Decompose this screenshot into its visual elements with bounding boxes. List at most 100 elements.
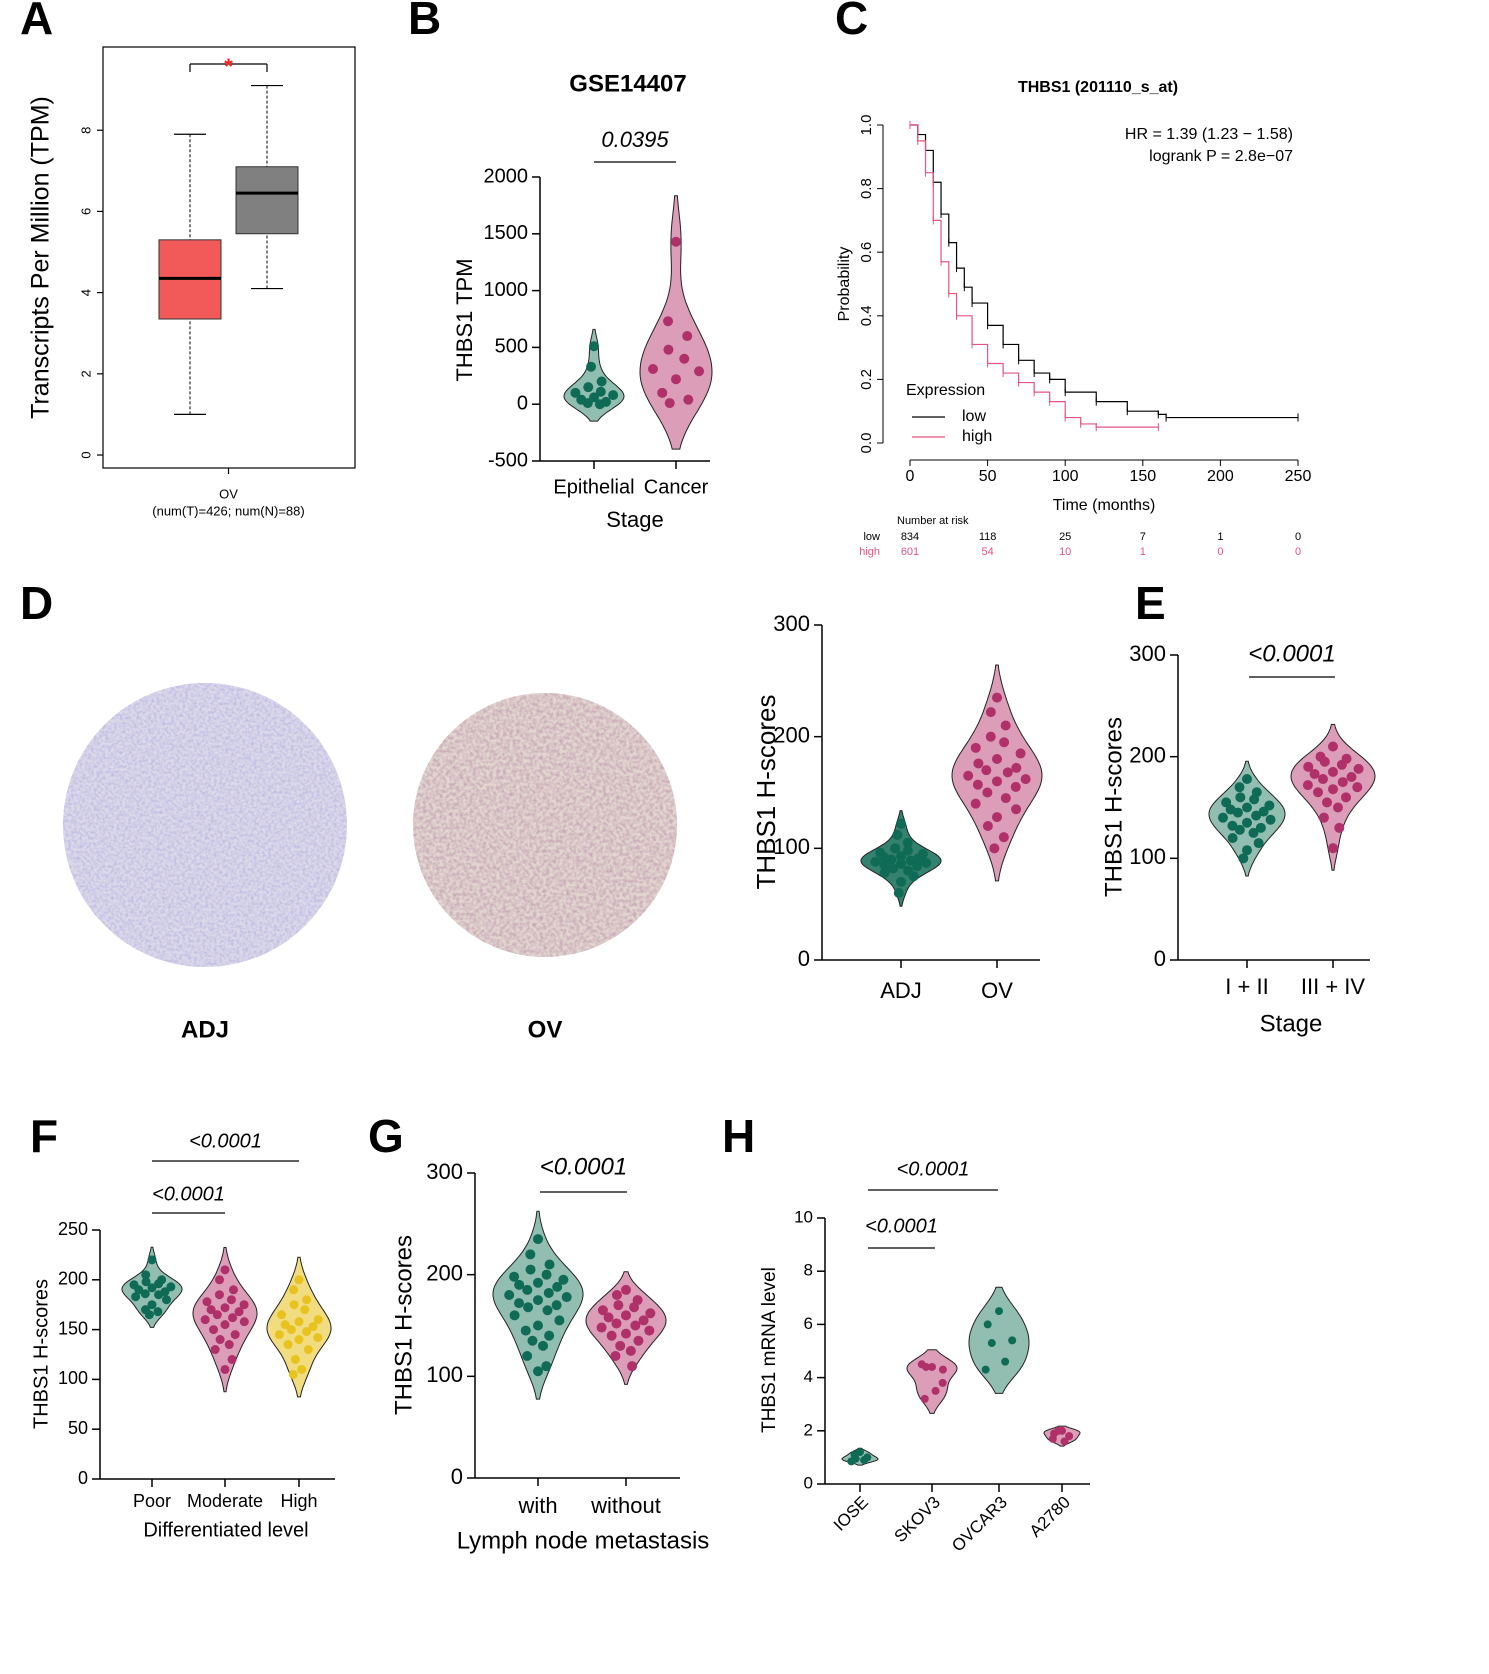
legend-label: low xyxy=(962,408,986,425)
data-point xyxy=(1353,763,1364,774)
y-tick-label: 0 xyxy=(451,1464,463,1489)
data-point xyxy=(611,1318,622,1329)
data-point xyxy=(893,888,904,898)
panel-letter: F xyxy=(30,1110,58,1162)
data-point xyxy=(981,1365,990,1374)
data-point xyxy=(1000,793,1011,804)
data-point xyxy=(313,1333,323,1343)
data-point xyxy=(992,692,1002,703)
data-point xyxy=(1235,792,1246,803)
tissue-texture-ov xyxy=(413,693,677,957)
x-tick-label: 150 xyxy=(1129,468,1156,485)
data-point xyxy=(1303,761,1314,772)
x-tick-label: 250 xyxy=(1285,468,1312,485)
risk-count: 7 xyxy=(1140,531,1146,543)
data-point xyxy=(544,1259,555,1270)
data-point xyxy=(1227,833,1238,843)
data-point xyxy=(522,1351,533,1361)
data-point xyxy=(603,1312,614,1323)
data-point xyxy=(1054,1426,1063,1435)
data-point xyxy=(972,779,983,790)
data-point xyxy=(902,845,913,856)
y-tick-label: 500 xyxy=(495,336,528,358)
significance-label: * xyxy=(224,54,233,79)
data-point xyxy=(671,374,681,385)
data-point xyxy=(1258,806,1269,817)
data-point xyxy=(1340,792,1351,803)
data-point xyxy=(286,1325,296,1335)
data-point xyxy=(274,1330,284,1340)
y-tick-label: 0.6 xyxy=(858,242,875,263)
y-axis-label: THBS1 H-scores xyxy=(30,1279,52,1429)
x-tick-label: OVCAR3 xyxy=(948,1493,1011,1556)
data-point xyxy=(1319,756,1330,767)
x-tick-label: I + II xyxy=(1225,974,1268,999)
data-point xyxy=(289,1300,299,1310)
risk-count: 54 xyxy=(981,546,993,558)
data-point xyxy=(594,399,605,410)
data-point xyxy=(1328,766,1338,777)
data-point xyxy=(147,1300,157,1310)
data-point xyxy=(985,731,996,742)
data-point xyxy=(509,1310,520,1321)
data-point xyxy=(606,1330,617,1341)
risk-count: 0 xyxy=(1295,546,1301,558)
data-point xyxy=(288,1369,298,1379)
data-point xyxy=(892,829,903,840)
data-point xyxy=(313,1315,323,1325)
data-point xyxy=(554,1315,565,1326)
data-point xyxy=(239,1300,249,1310)
data-point xyxy=(630,1320,641,1331)
data-point xyxy=(1346,772,1357,782)
data-point xyxy=(973,758,984,769)
data-point xyxy=(912,861,923,872)
data-point xyxy=(982,787,993,798)
data-point xyxy=(589,341,599,352)
y-tick-label: 100 xyxy=(426,1362,463,1387)
data-point xyxy=(280,1320,290,1330)
data-point xyxy=(610,1351,621,1361)
data-point xyxy=(303,1345,313,1355)
data-point xyxy=(1234,782,1245,793)
data-point xyxy=(1248,827,1259,838)
data-point xyxy=(583,382,594,393)
data-point xyxy=(683,394,694,405)
panel-letter: E xyxy=(1135,577,1166,629)
p-value: <0.0001 xyxy=(152,1183,225,1205)
violin xyxy=(968,1286,1030,1394)
data-point xyxy=(153,1307,163,1317)
data-point xyxy=(1328,784,1338,795)
risk-count: 1 xyxy=(1217,531,1223,543)
risk-count: 1 xyxy=(1140,546,1146,558)
y-tick-label: 1000 xyxy=(484,279,529,301)
y-tick-label: 0.0 xyxy=(858,433,875,454)
data-point xyxy=(228,1313,238,1323)
data-point xyxy=(902,837,913,848)
data-point xyxy=(302,1327,312,1337)
data-point xyxy=(611,1290,622,1300)
data-point xyxy=(570,387,581,398)
data-point xyxy=(1238,853,1249,864)
data-point xyxy=(215,1335,225,1345)
risk-row-label: high xyxy=(859,546,880,558)
data-point xyxy=(161,1295,171,1305)
data-point xyxy=(992,776,1002,787)
panel-letter: H xyxy=(722,1110,755,1162)
legend-label: high xyxy=(962,428,992,445)
data-point xyxy=(879,860,890,871)
data-point xyxy=(538,1340,549,1351)
y-tick-label: 0 xyxy=(804,1473,813,1492)
y-tick-label: 4 xyxy=(78,289,93,296)
risk-count: 0 xyxy=(1217,546,1223,558)
data-point xyxy=(525,1264,536,1275)
x-tick-label: OV xyxy=(219,486,238,501)
data-point xyxy=(682,331,693,342)
data-point xyxy=(533,1234,543,1245)
data-point xyxy=(147,1255,157,1265)
y-axis-label: Probability xyxy=(836,247,853,322)
data-point xyxy=(1020,774,1031,785)
x-axis-label: Stage xyxy=(1260,1010,1323,1037)
data-point xyxy=(1337,777,1348,788)
x-tick-label: High xyxy=(280,1491,317,1511)
data-point xyxy=(981,765,992,776)
